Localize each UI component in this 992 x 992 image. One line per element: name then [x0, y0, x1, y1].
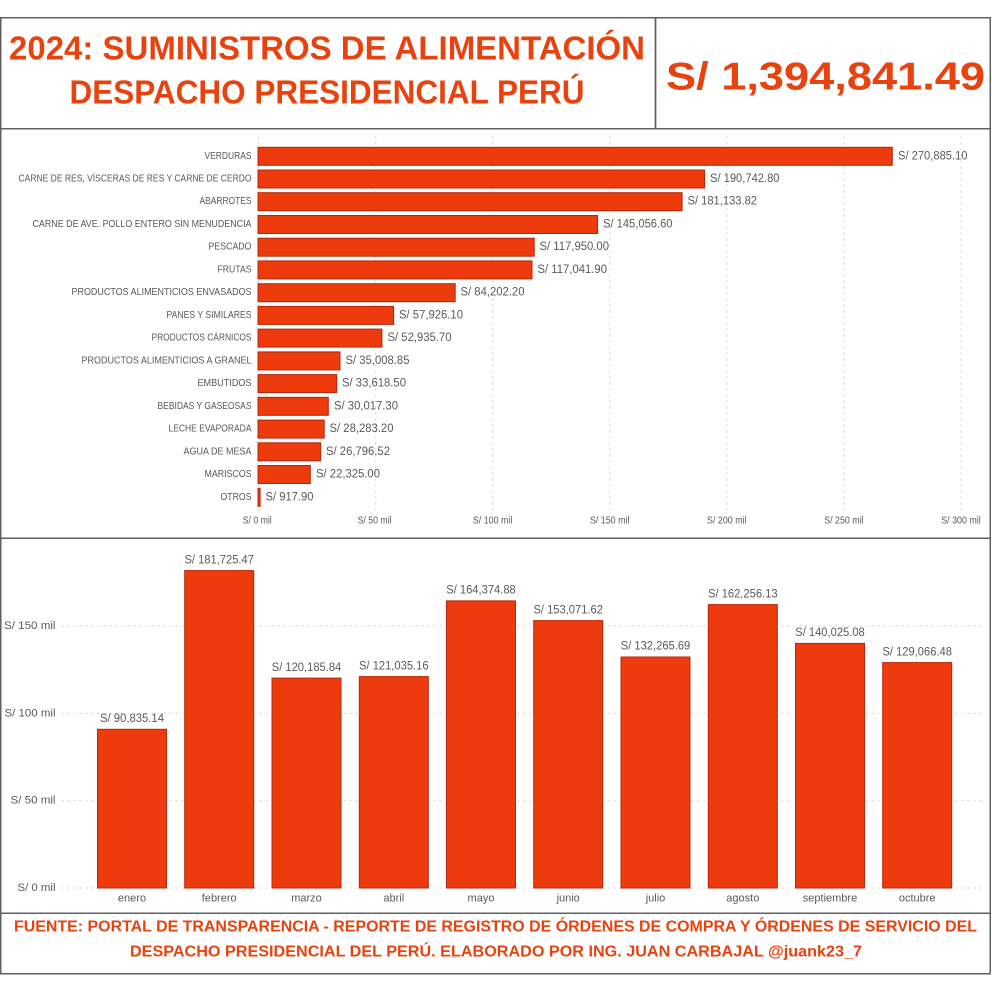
svg-text:PRODUCTOS ALIMENTICIOS ENVASAD: PRODUCTOS ALIMENTICIOS ENVASADOS	[72, 287, 252, 298]
svg-text:ABARROTES: ABARROTES	[200, 196, 252, 207]
svg-text:S/ 150 mil: S/ 150 mil	[590, 516, 630, 527]
svg-text:S/ 90,835.14: S/ 90,835.14	[100, 713, 165, 725]
svg-text:febrero: febrero	[202, 893, 237, 905]
svg-text:2024: SUMINISTROS DE ALIMENTAC: 2024: SUMINISTROS DE ALIMENTACIÓN	[9, 30, 645, 67]
svg-text:octubre: octubre	[899, 893, 936, 905]
svg-text:S/ 270,885.10: S/ 270,885.10	[898, 150, 968, 162]
svg-text:S/ 164,374.88: S/ 164,374.88	[446, 585, 516, 597]
svg-text:S/ 50 mil: S/ 50 mil	[358, 516, 392, 527]
svg-text:CARNE DE RES, VÍSCERAS DE RES: CARNE DE RES, VÍSCERAS DE RES Y CARNE DE…	[19, 172, 252, 185]
svg-text:S/ 84,202.20: S/ 84,202.20	[461, 287, 525, 299]
svg-text:S/ 120,185.84: S/ 120,185.84	[272, 662, 342, 674]
svg-text:S/ 250 mil: S/ 250 mil	[824, 516, 864, 527]
svg-text:S/ 162,256.13: S/ 162,256.13	[708, 588, 778, 600]
svg-text:S/ 117,041.90: S/ 117,041.90	[538, 264, 608, 276]
svg-text:PESCADO: PESCADO	[209, 242, 252, 253]
svg-text:S/ 22,325.00: S/ 22,325.00	[316, 469, 380, 481]
svg-text:LECHE EVAPORADA: LECHE EVAPORADA	[169, 424, 252, 435]
svg-text:S/ 132,265.69: S/ 132,265.69	[621, 641, 691, 653]
svg-text:FUENTE: PORTAL DE TRANSPARENCI: FUENTE: PORTAL DE TRANSPARENCIA - REPORT…	[14, 917, 977, 936]
svg-text:S/ 145,056.60: S/ 145,056.60	[603, 219, 673, 231]
svg-text:S/ 0 mil: S/ 0 mil	[243, 516, 272, 527]
svg-text:agosto: agosto	[726, 893, 759, 905]
svg-text:CARNE DE AVE. POLLO ENTERO SIN: CARNE DE AVE. POLLO ENTERO SIN MENUDENCI…	[33, 219, 252, 230]
svg-text:S/ 129,066.48: S/ 129,066.48	[882, 646, 952, 658]
svg-text:AGUA DE MESA: AGUA DE MESA	[184, 446, 252, 457]
svg-text:EMBUTIDOS: EMBUTIDOS	[198, 378, 252, 389]
svg-text:S/ 30,017.30: S/ 30,017.30	[334, 400, 398, 412]
svg-text:S/ 33,618.50: S/ 33,618.50	[342, 378, 406, 390]
svg-text:S/ 190,742.80: S/ 190,742.80	[710, 173, 780, 185]
svg-text:enero: enero	[118, 893, 146, 905]
svg-text:S/ 100 mil: S/ 100 mil	[5, 707, 56, 719]
svg-text:S/ 26,796.52: S/ 26,796.52	[326, 446, 390, 458]
svg-text:S/ 35,008.85: S/ 35,008.85	[346, 355, 410, 367]
svg-text:FRUTAS: FRUTAS	[218, 264, 252, 275]
svg-text:S/ 181,133.82: S/ 181,133.82	[688, 196, 758, 208]
svg-text:DESPACHO PRESIDENCIAL DEL PERÚ: DESPACHO PRESIDENCIAL DEL PERÚ. ELABORAD…	[130, 942, 862, 961]
svg-text:OTROS: OTROS	[221, 492, 252, 503]
svg-text:S/ 140,025.08: S/ 140,025.08	[795, 627, 865, 639]
svg-text:S/ 0 mil: S/ 0 mil	[18, 882, 56, 894]
svg-text:S/ 153,071.62: S/ 153,071.62	[533, 604, 603, 616]
svg-text:BEBIDAS Y GASEOSAS: BEBIDAS Y GASEOSAS	[158, 401, 252, 412]
svg-text:S/ 57,926.10: S/ 57,926.10	[399, 309, 463, 321]
svg-text:S/ 150 mil: S/ 150 mil	[4, 620, 56, 632]
svg-text:S/ 100 mil: S/ 100 mil	[473, 516, 513, 527]
svg-text:marzo: marzo	[291, 893, 322, 905]
svg-text:S/ 117,950.00: S/ 117,950.00	[540, 241, 610, 253]
svg-text:S/ 200 mil: S/ 200 mil	[707, 516, 747, 527]
svg-text:S/ 300 mil: S/ 300 mil	[941, 516, 981, 527]
svg-text:S/ 50 mil: S/ 50 mil	[11, 795, 56, 807]
svg-text:S/ 1,394,841.49: S/ 1,394,841.49	[666, 56, 985, 99]
svg-text:S/ 28,283.20: S/ 28,283.20	[330, 423, 394, 435]
svg-text:abril: abril	[383, 893, 404, 905]
svg-text:S/ 52,935.70: S/ 52,935.70	[388, 332, 452, 344]
svg-text:VERDURAS: VERDURAS	[205, 151, 252, 162]
svg-text:junio: junio	[556, 893, 580, 905]
svg-text:PRODUCTOS ALIMENTICIOS A GRANE: PRODUCTOS ALIMENTICIOS A GRANEL	[82, 355, 252, 366]
svg-text:PRODUCTOS CÁRNICOS: PRODUCTOS CÁRNICOS	[152, 331, 252, 344]
svg-text:julio: julio	[645, 893, 666, 905]
svg-text:PANES Y SIMILARES: PANES Y SIMILARES	[167, 310, 252, 321]
svg-text:S/ 121,035.16: S/ 121,035.16	[359, 660, 429, 672]
svg-text:MARISCOS: MARISCOS	[205, 469, 252, 480]
svg-text:mayo: mayo	[468, 893, 495, 905]
svg-text:DESPACHO PRESIDENCIAL PERÚ: DESPACHO PRESIDENCIAL PERÚ	[70, 74, 585, 111]
svg-text:S/ 917.90: S/ 917.90	[266, 491, 314, 503]
svg-text:septiembre: septiembre	[803, 893, 857, 905]
svg-text:S/ 181,725.47: S/ 181,725.47	[184, 554, 254, 566]
